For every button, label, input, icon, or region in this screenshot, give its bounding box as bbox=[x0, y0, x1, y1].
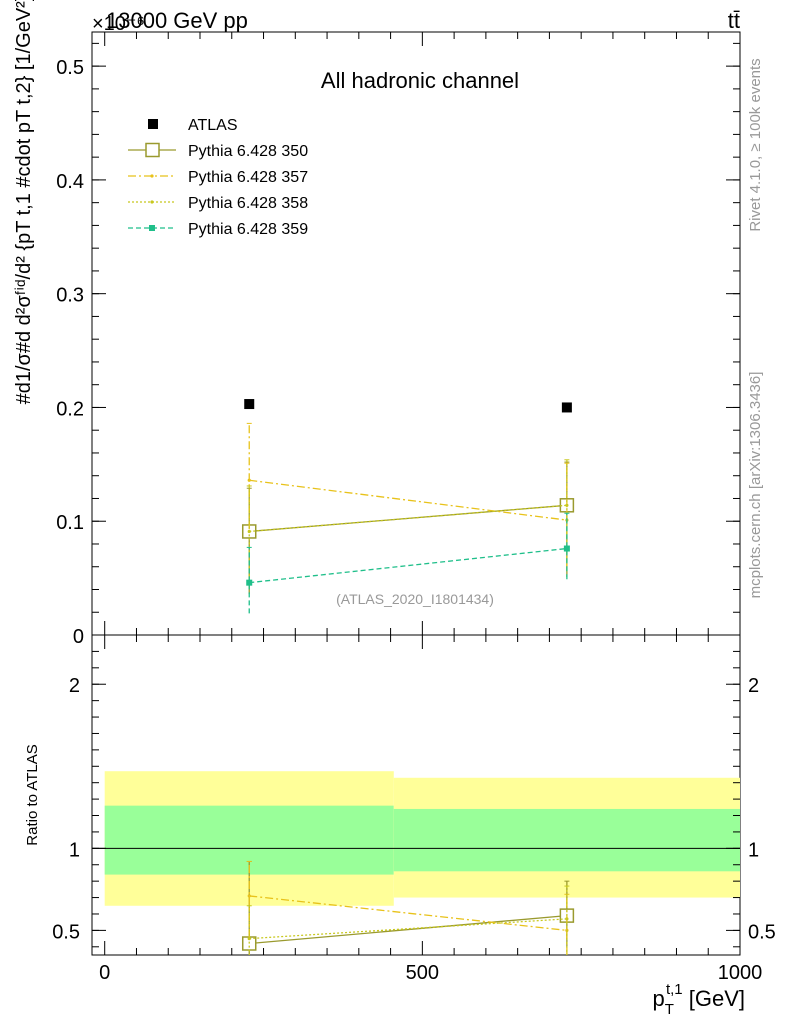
header-title: 13000 GeV pp bbox=[106, 8, 248, 33]
ratio-y-tick-label: 1 bbox=[69, 839, 80, 861]
legend-label: Pythia 6.428 350 bbox=[188, 143, 308, 160]
main-y-axis-label: #d1/σ#d d²σᶠⁱᵈ/d² {pT t,1 #cdot pT t,2} … bbox=[13, 0, 35, 404]
data-point bbox=[247, 894, 251, 898]
ratio-y-axis-label: Ratio to ATLAS bbox=[24, 744, 41, 845]
main-y-tick-label: 0.3 bbox=[56, 285, 84, 307]
x-tick-label: 500 bbox=[406, 962, 439, 984]
legend-marker bbox=[149, 225, 155, 231]
data-point bbox=[246, 579, 253, 586]
legend-marker bbox=[150, 200, 154, 204]
x-axis-label-base: p bbox=[653, 986, 665, 1011]
legend-label: Pythia 6.428 357 bbox=[188, 169, 308, 186]
main-y-tick-label: 0.1 bbox=[56, 512, 84, 534]
x-tick-label: 1000 bbox=[718, 962, 763, 984]
main-y-tick-label: 0 bbox=[73, 626, 84, 648]
series-line bbox=[249, 914, 567, 945]
series-line bbox=[249, 895, 567, 932]
mcplots-label: mcplots.cern.ch [arXiv:1306.3436] bbox=[747, 372, 764, 599]
ratio-y-tick-label-right: 2 bbox=[748, 675, 759, 697]
series-line bbox=[249, 504, 567, 533]
data-point bbox=[247, 529, 251, 534]
series-pythia-6-428-357 bbox=[246, 422, 570, 572]
ratio-y-axis: 0.5 0.5 1 1 2 2 bbox=[52, 650, 776, 948]
analysis-label: (ATLAS_2020_I1801434) bbox=[336, 591, 494, 607]
exponent-label: ×10⁻⁶ bbox=[92, 13, 145, 35]
ratio-y-tick-label-right: 0.5 bbox=[748, 921, 776, 943]
legend-label: ATLAS bbox=[188, 117, 238, 134]
series-line bbox=[249, 918, 567, 940]
ratio-series-layer bbox=[241, 860, 575, 955]
legend-marker bbox=[148, 119, 158, 129]
legend-marker bbox=[150, 174, 154, 178]
series-pythia-6-428-358 bbox=[246, 459, 570, 589]
legend: ATLAS Pythia 6.428 350 Pythia 6.428 357 Pyt… bbox=[128, 117, 308, 238]
ratio-green-band bbox=[393, 808, 740, 872]
x-tick-label: 0 bbox=[99, 962, 110, 984]
series-line bbox=[249, 547, 567, 584]
main-y-tick-label: 0.4 bbox=[56, 171, 84, 193]
main-y-axis: 0 0.1 0.2 0.3 0.4 0.5 bbox=[56, 42, 740, 648]
data-point bbox=[565, 503, 569, 507]
data-point bbox=[244, 399, 255, 410]
series-pythia-6-428-350 bbox=[241, 461, 575, 595]
x-axis-label-sub: T bbox=[665, 1001, 674, 1018]
x-axis: 0 500 1000 bbox=[99, 32, 762, 984]
data-point bbox=[561, 402, 572, 413]
data-point bbox=[247, 936, 251, 941]
x-axis-label-unit: [GeV] bbox=[683, 986, 745, 1011]
series-pythia-6-428-359 bbox=[246, 512, 570, 614]
series-line bbox=[249, 479, 567, 521]
x-axis-label-sup: t,1 bbox=[666, 981, 683, 998]
data-point bbox=[565, 917, 569, 921]
main-series-layer bbox=[241, 399, 575, 614]
series-atlas bbox=[244, 399, 572, 413]
legend-label: Pythia 6.428 358 bbox=[188, 195, 308, 212]
rivet-version-label: Rivet 4.1.0, ≥ 100k events bbox=[747, 58, 764, 231]
main-y-tick-label: 0.5 bbox=[56, 57, 84, 79]
legend-label: Pythia 6.428 359 bbox=[188, 221, 308, 238]
data-point bbox=[563, 545, 570, 552]
x-axis-label: pTt,1 [GeV] bbox=[653, 981, 745, 1018]
ratio-y-tick-label: 0.5 bbox=[52, 921, 80, 943]
process-label: tt̄ bbox=[728, 8, 740, 33]
series-line bbox=[249, 504, 567, 533]
ratio-uncertainty-bands bbox=[92, 771, 740, 906]
plot-title: All hadronic channel bbox=[321, 68, 519, 93]
legend-marker bbox=[145, 142, 160, 158]
main-y-tick-label: 0.2 bbox=[56, 398, 84, 420]
ratio-y-tick-label-right: 1 bbox=[748, 839, 759, 861]
ratio-y-tick-label: 2 bbox=[69, 675, 80, 697]
ratio-series-pythia-6-428-358 bbox=[246, 885, 570, 955]
data-point bbox=[247, 478, 251, 482]
